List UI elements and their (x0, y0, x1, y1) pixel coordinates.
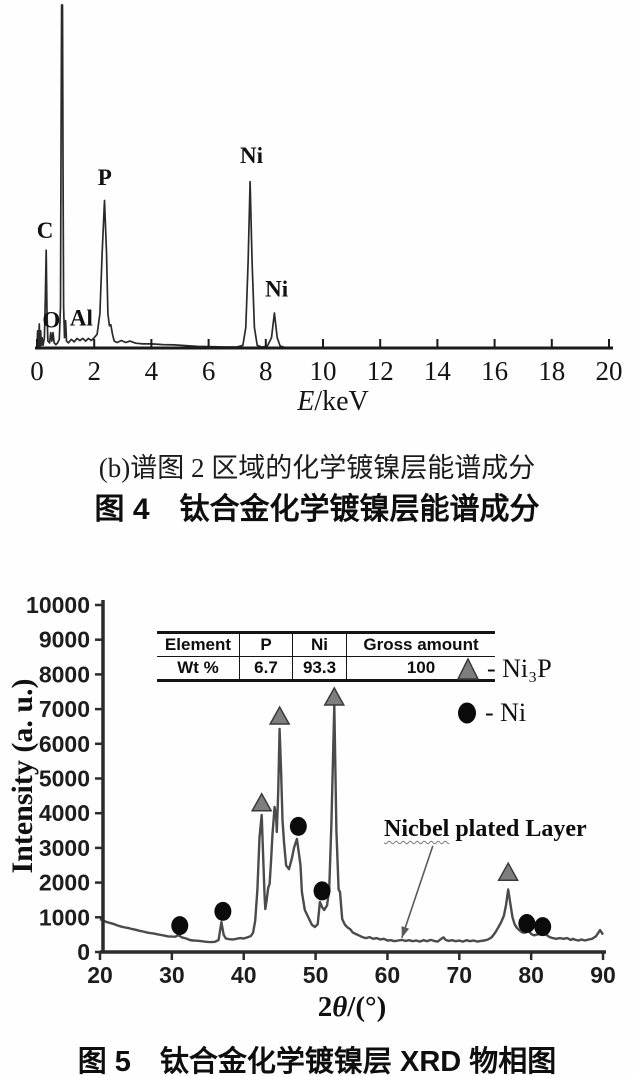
triangle-marker-icon (456, 657, 480, 680)
ni-circle-marker (518, 914, 536, 934)
annotation-word-underlined: Nicbel (384, 816, 450, 842)
xrd-x-tick-label: 70 (447, 962, 473, 988)
xrd-y-tick-label: 8000 (39, 661, 90, 687)
xrd-phase-markers (171, 686, 552, 937)
legend-item-ni: - Ni (456, 698, 552, 728)
xrd-x-axis-title: 2θ/(°) (318, 991, 387, 1023)
fig5-title: 图 5 钛合金化学镀镍层 XRD 物相图 (77, 1046, 557, 1076)
eds-x-tick-label: 18 (538, 356, 565, 386)
xrd-x-tick-label: 30 (159, 962, 185, 988)
legend-label-ni: - Ni (485, 698, 527, 727)
annotation-word-rest: plated Layer (455, 816, 587, 842)
xrd-y-tick-label: 7000 (39, 696, 90, 722)
eds-peak-label-Al: Al (70, 306, 93, 331)
ni3p-triangle-marker (268, 705, 291, 725)
table-header-element: Element (157, 632, 240, 657)
xrd-y-tick-label: 3000 (39, 835, 90, 861)
xrd-y-tick-label: 6000 (39, 731, 90, 757)
table-row: Wt % 6.7 93.3 100 (157, 656, 495, 681)
eds-peak-label-Ni: Ni (240, 143, 264, 168)
eds-peak-label-Ni: Ni (265, 277, 289, 302)
circle-marker-icon (458, 702, 476, 724)
annotation-arrow (401, 845, 434, 939)
xrd-inset-table: Element P Ni Gross amount Wt % 6.7 93.3 … (157, 631, 495, 682)
xrd-y-tick-label: 9000 (39, 627, 90, 653)
eds-x-axis-title: E/keV (296, 386, 369, 417)
xrd-y-tick-label: 2000 (39, 870, 90, 896)
ni-circle-marker (214, 901, 232, 921)
eds-peak-label-P: P (98, 165, 112, 190)
xrd-chart-area: 0 1000 2000 3000 4000 5000 6000 7000 8000 9000 100… (0, 560, 634, 1040)
xrd-legend: - Ni₃P - Ni (456, 654, 552, 728)
xrd-axes: 0 1000 2000 3000 4000 5000 6000 7000 8000 9000 100… (6, 592, 616, 1023)
ni-circle-marker (313, 881, 331, 901)
eds-x-tick-label: 4 (145, 356, 159, 386)
table-header-p: P (239, 632, 293, 657)
xrd-x-tick-label: 20 (87, 962, 113, 988)
table-header-row: Element P Ni Gross amount (157, 632, 495, 657)
ni-circle-marker (171, 916, 189, 936)
xrd-annotation: Nicbel plated Layer (384, 816, 587, 843)
table-cell-wt: Wt % (157, 656, 240, 681)
xrd-x-tick-label: 90 (590, 962, 616, 988)
fig4-title: 图 4 钛合金化学镀镍层能谱成分 (94, 493, 540, 526)
eds-x-tick-label: 8 (259, 356, 273, 386)
fig4-subcaption: (b)谱图 2 区域的化学镀镍层能谱成分 (98, 453, 536, 483)
eds-x-tick-label: 20 (596, 356, 623, 386)
eds-x-tick-label: 2 (87, 356, 101, 386)
ni-circle-marker (289, 816, 307, 836)
xrd-y-tick-label: 5000 (39, 766, 90, 792)
xrd-y-axis-title: Intensity (a. u.) (6, 678, 39, 873)
eds-x-tick-label: 10 (310, 356, 337, 386)
legend-item-ni3p: - Ni₃P (456, 654, 552, 684)
eds-x-axis: 0 2 4 6 8 10 12 14 16 18 20 E/keV (30, 339, 623, 417)
eds-peak-label-O: O (42, 307, 60, 332)
arrowhead-icon (401, 926, 410, 938)
xrd-x-tick-label: 60 (375, 962, 401, 988)
eds-peak-labels: C O Al P Ni Ni (37, 143, 289, 333)
eds-x-tick-label: 14 (424, 356, 452, 386)
xrd-x-tick-label: 40 (231, 962, 257, 988)
xrd-y-tick-label: 1000 (39, 904, 90, 930)
eds-x-tick-label: 16 (481, 356, 508, 386)
legend-label-ni3p: - Ni₃P (487, 654, 552, 683)
table-header-gross: Gross amount (346, 632, 495, 657)
xrd-pattern-chart: 0 1000 2000 3000 4000 5000 6000 7000 8000 9000 100… (6, 592, 616, 1023)
xrd-x-tick-label: 50 (303, 962, 329, 988)
xrd-y-tick-label: 0 (77, 939, 90, 965)
eds-peak-label-C: C (37, 218, 54, 243)
eds-x-tick-label: 0 (30, 356, 44, 386)
eds-spectrum-chart: 0 2 4 6 8 10 12 14 16 18 20 E/keV C O Al P Ni Ni (30, 4, 623, 417)
xrd-x-tick-label: 80 (518, 962, 544, 988)
table-cell-gross-val: 100 (406, 658, 436, 677)
eds-trace (36, 4, 609, 349)
ni3p-triangle-marker (497, 861, 519, 881)
eds-x-tick-label: 6 (202, 356, 216, 386)
table-cell-p-val: 6.7 (239, 656, 293, 681)
ni-circle-marker (534, 917, 552, 937)
ni3p-triangle-marker (323, 686, 346, 706)
table-header-ni: Ni (292, 632, 347, 657)
xrd-y-tick-label: 4000 (39, 800, 90, 826)
ni3p-triangle-marker (250, 792, 273, 812)
eds-x-tick-label: 12 (367, 356, 394, 386)
xrd-y-tick-label: 10000 (26, 592, 90, 618)
table-cell-ni-val: 93.3 (292, 656, 347, 681)
